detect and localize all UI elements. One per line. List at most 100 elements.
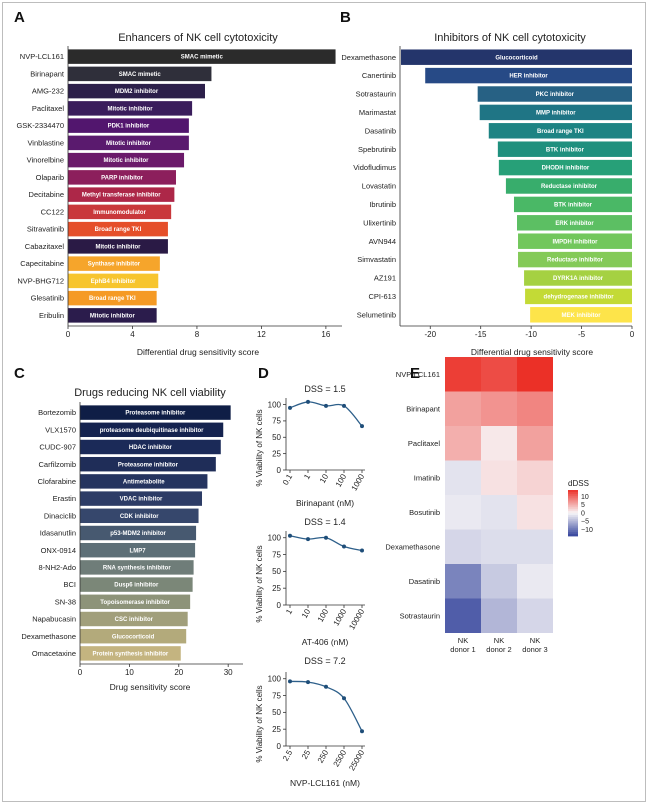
y-tick-label: 50 (272, 433, 281, 442)
panel-label-c: C (14, 365, 25, 382)
heatmap-legend-title: dDSS (568, 479, 589, 488)
y-tick-label: 100 (268, 400, 282, 409)
legend-swatch (568, 528, 578, 531)
category-label: CC122 (41, 207, 64, 216)
bar-label: p53-MDM2 inhibitor (110, 531, 166, 537)
panel-label-b: B (340, 9, 351, 26)
heatmap-cell (517, 426, 553, 461)
panel-label-e: E (410, 365, 420, 382)
legend-swatch (568, 507, 578, 510)
bar-a-4 (68, 118, 189, 133)
bar-a-13 (68, 273, 159, 289)
y-tick-label: 50 (272, 567, 281, 576)
x-tick-label: 10 (300, 607, 313, 620)
category-label: Paclitaxel (32, 104, 64, 113)
d3-ylabel: % Viability of NK cells (255, 685, 264, 762)
bar-b-3 (479, 104, 632, 121)
bar-c-1 (80, 422, 224, 438)
legend-swatch (568, 501, 578, 504)
legend-swatch (568, 493, 578, 497)
x-tick-label: 2500 (332, 748, 349, 768)
data-point (324, 684, 328, 689)
category-label: Glesatinib (31, 294, 64, 303)
bar-c-12 (80, 611, 188, 627)
plots-layer: NVP-LCL161 SMAC mimetic Birinapant SMAC mim… (16, 46, 635, 772)
d3-xlabel: NVP-LCL161 (nM) (290, 778, 360, 788)
y-tick-label: 75 (272, 417, 281, 426)
legend-swatch (568, 532, 578, 535)
panel-b-title: Inhibitors of NK cell cytotoxicity (434, 32, 586, 44)
category-label: Dasatinib (365, 126, 396, 135)
x-tick-label: 20 (174, 668, 183, 677)
data-point (342, 403, 346, 408)
d1-title: DSS = 1.5 (304, 384, 345, 394)
legend-swatch (568, 530, 578, 533)
bar-b-8 (513, 196, 632, 213)
bar-a-12 (68, 256, 160, 271)
heatmap-row-label: NVP-LCL161 (396, 370, 440, 379)
category-label: BCI (63, 580, 76, 589)
category-label: Dexamethasone (21, 632, 76, 641)
bar-a-5 (68, 135, 189, 151)
bar-b-13 (525, 288, 632, 305)
category-label: Sitravatinib (27, 225, 64, 234)
heatmap-cell (445, 598, 481, 633)
legend-swatch (568, 499, 578, 502)
legend-tick-label: −10 (581, 527, 593, 534)
category-label: Ibrutinib (369, 200, 396, 209)
heatmap-cell (481, 495, 517, 530)
legend-swatch (568, 520, 578, 523)
bar-a-7 (68, 170, 176, 185)
bar-c-4 (80, 474, 208, 489)
legend-swatch (568, 534, 578, 537)
category-label: Omacetaxine (32, 649, 76, 658)
heatmap-cell (517, 357, 553, 392)
bar-label: DHODH inhibitor (542, 166, 590, 172)
x-tick-label: 10 (318, 472, 331, 485)
bar-label: proteasome deubiquitinase inhibitor (100, 428, 204, 434)
category-label: Napabucasin (32, 615, 76, 624)
category-label: NVP-BHG712 (17, 276, 64, 285)
heatmap-cell (481, 460, 517, 495)
d2-xlabel: AT-406 (nM) (302, 637, 349, 647)
category-label: Vinblastine (27, 138, 64, 147)
bar-b-0 (401, 49, 632, 65)
legend-swatch (568, 491, 578, 495)
x-tick-label: -20 (424, 330, 436, 339)
bar-label: Antimetabolite (123, 480, 165, 486)
category-label: NVP-LCL161 (20, 52, 64, 61)
category-label: CPI-613 (368, 292, 396, 301)
heatmap-cell (481, 564, 517, 599)
bar-a-3 (68, 101, 193, 116)
bar-label: Topoisomerase inhibitor (100, 600, 170, 606)
x-tick-label: -5 (578, 330, 586, 339)
category-label: Sotrastaurin (356, 90, 396, 99)
bar-c-3 (80, 456, 216, 472)
category-label: Idasanutlin (40, 529, 76, 538)
data-point (360, 424, 364, 429)
bar-label: BTK inhibitor (554, 203, 593, 209)
data-point (288, 405, 292, 410)
bar-c-10 (80, 577, 193, 592)
y-tick-label: 25 (272, 449, 281, 458)
category-label: Eribulin (39, 311, 64, 320)
bar-label: SMAC mimetic (181, 55, 224, 61)
panel-b-xlabel: Differential drug sensitivity score (471, 347, 593, 357)
heatmap-col-label: NK (458, 636, 468, 645)
heatmap-row-label: Dasatinib (409, 577, 440, 586)
category-label: Birinapant (30, 69, 65, 78)
category-label: Selumetinib (357, 310, 396, 319)
bar-label: IMPDH inhibitor (553, 239, 599, 245)
bar-c-5 (80, 491, 203, 506)
legend-swatch (568, 495, 578, 499)
x-tick-label: 1000 (350, 472, 367, 492)
category-label: Carfilzomib (38, 460, 76, 469)
heatmap-col-label: NK (530, 636, 540, 645)
bar-label: HER inhibitor (509, 74, 548, 80)
panel-a-title: Enhancers of NK cell cytotoxicity (118, 32, 278, 44)
bar-label: BTK inhibitor (546, 147, 585, 153)
bar-label: Glucocorticoid (112, 634, 155, 640)
heatmap-col-label: donor 3 (522, 645, 547, 654)
bar-label: Methyl transferase inhibitor (82, 193, 161, 199)
